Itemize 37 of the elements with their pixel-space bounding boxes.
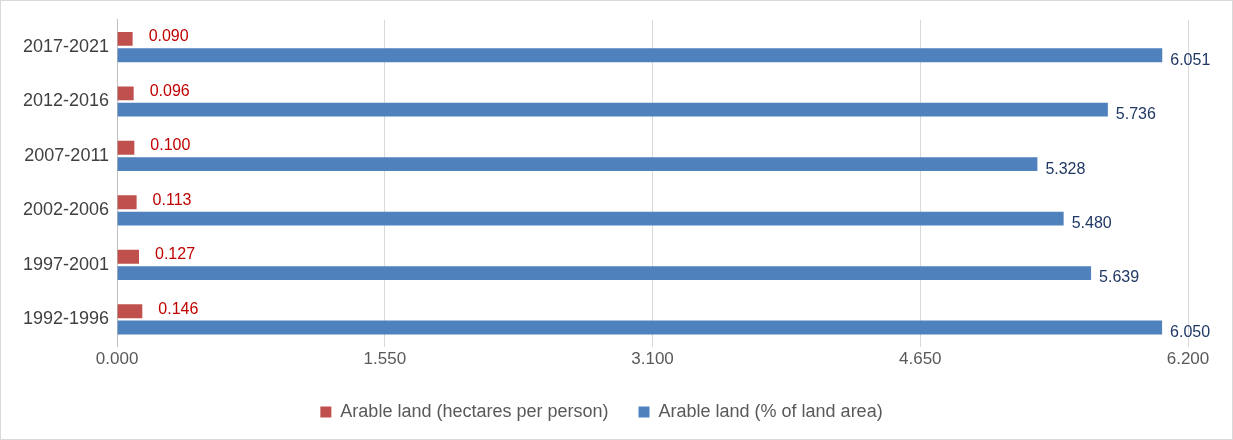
data-label: 0.100 bbox=[150, 136, 191, 154]
bar bbox=[117, 211, 1064, 226]
x-tick-label: 0.000 bbox=[95, 349, 139, 369]
y-tick-label: 2002-2006 bbox=[22, 199, 110, 220]
y-tick-label: 2017-2021 bbox=[22, 36, 110, 56]
data-label: 0.113 bbox=[152, 190, 192, 208]
bar bbox=[117, 320, 1163, 335]
bar bbox=[117, 102, 1108, 117]
data-label: 0.090 bbox=[148, 27, 189, 45]
data-label: 5.328 bbox=[1045, 159, 1086, 177]
bar bbox=[117, 304, 143, 319]
data-label: 0.146 bbox=[158, 299, 199, 317]
y-tick-label: 1997-2001 bbox=[22, 253, 110, 274]
y-tick-label: 2012-2016 bbox=[22, 90, 110, 111]
data-label: 5.639 bbox=[1099, 268, 1140, 286]
legend-label: Arable land (% of land area) bbox=[658, 400, 883, 421]
bar bbox=[117, 157, 1038, 172]
bar bbox=[117, 249, 140, 264]
data-label: 0.127 bbox=[155, 245, 196, 263]
y-tick-label: 2007-2011 bbox=[24, 144, 110, 165]
x-tick-label: 6.200 bbox=[1166, 349, 1210, 369]
bar bbox=[117, 48, 1163, 63]
bar bbox=[117, 140, 135, 155]
legend-label: Arable land (hectares per person) bbox=[340, 400, 609, 421]
data-label: 5.736 bbox=[1115, 105, 1156, 123]
data-label: 6.050 bbox=[1170, 322, 1211, 340]
data-label: 0.096 bbox=[149, 81, 190, 99]
data-label: 5.480 bbox=[1071, 214, 1112, 232]
x-tick-label: 1.550 bbox=[363, 349, 407, 369]
x-tick-label: 4.650 bbox=[899, 349, 942, 369]
bar bbox=[117, 266, 1092, 281]
x-tick-label: 3.100 bbox=[631, 349, 674, 369]
bar bbox=[117, 31, 133, 46]
bar bbox=[117, 195, 137, 210]
data-label: 6.051 bbox=[1170, 50, 1211, 68]
y-tick-label: 1992-1996 bbox=[22, 308, 110, 329]
bar bbox=[117, 86, 134, 101]
